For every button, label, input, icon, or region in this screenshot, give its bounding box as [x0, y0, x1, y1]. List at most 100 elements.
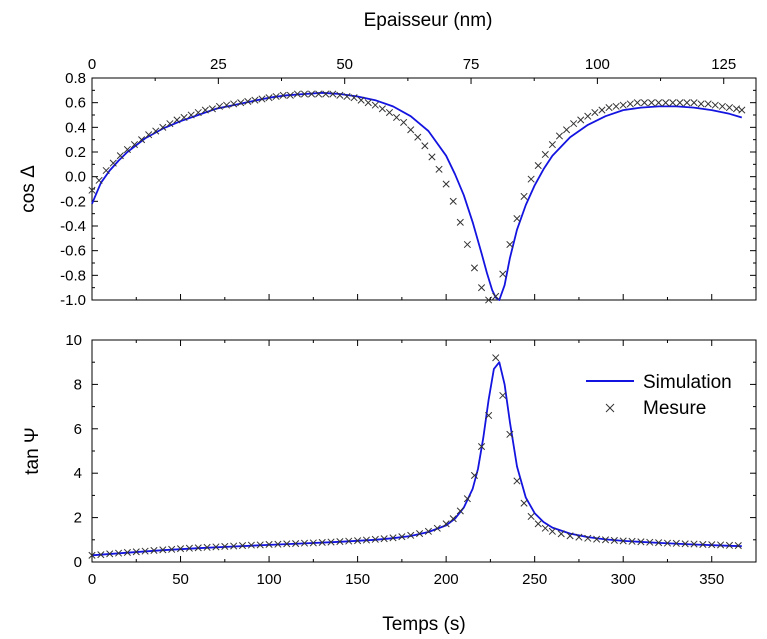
- cos-delta-mesure-point: [272, 92, 280, 101]
- legend: Simulation Mesure: [586, 372, 732, 419]
- cos-delta-y-tick-label: -0.4: [60, 218, 86, 235]
- tan-psi-mesure-point: [708, 541, 716, 549]
- cos-delta-mesure-point: [655, 99, 663, 107]
- cos-delta-y-tick-label: -0.8: [60, 267, 86, 284]
- cos-delta-mesure-point: [520, 192, 528, 200]
- cos-delta-y-tick-label: -0.2: [60, 193, 86, 210]
- cos-delta-mesure-point: [598, 106, 606, 114]
- cos-delta-mesure-point: [584, 112, 592, 120]
- top-x-tick-label: 125: [711, 56, 736, 73]
- tan-psi-mesure-point: [345, 537, 353, 545]
- cos-delta-mesure-point: [662, 99, 670, 107]
- cos-delta-mesure-point: [194, 108, 202, 117]
- tan-psi-mesure-point: [274, 540, 282, 548]
- tan-psi-mesure-point: [203, 543, 211, 551]
- cos-delta-mesure-point: [414, 133, 422, 141]
- tan-psi-mesure-point: [725, 541, 733, 549]
- tan-psi-mesure-point: [485, 411, 493, 420]
- cos-delta-mesure-point: [428, 153, 436, 161]
- cos-delta-mesure-point: [364, 99, 372, 107]
- cos-delta-mesure-point: [300, 90, 309, 98]
- tan-psi-x-tick-label: 0: [88, 571, 96, 588]
- top-x-tick-label: 50: [336, 56, 353, 73]
- cos-delta-mesure-point: [279, 91, 287, 99]
- tan-psi-mesure-point: [520, 499, 528, 507]
- tan-psi-mesure-point: [513, 477, 521, 485]
- tan-psi-mesure-point: [449, 515, 457, 523]
- cos-delta-mesure-point: [683, 99, 691, 107]
- tan-psi-y-tick-label: 2: [74, 510, 82, 527]
- cos-delta-y-axis-title: cos Δ: [18, 165, 39, 213]
- tan-psi-mesure-point: [734, 542, 742, 550]
- tan-psi-mesure-point: [416, 530, 424, 538]
- cos-delta-mesure-point: [329, 90, 337, 98]
- cos-delta-mesure-point: [732, 105, 741, 113]
- tan-psi-mesure-point: [309, 539, 317, 547]
- cos-delta-mesure-point: [350, 94, 358, 102]
- tan-psi-mesure-point: [247, 541, 255, 549]
- tan-psi-mesure-point: [398, 533, 406, 541]
- cos-delta-mesure-point: [442, 180, 450, 188]
- tan-psi-mesure-point: [238, 542, 247, 550]
- cos-delta-mesure-point: [697, 100, 705, 108]
- cos-delta-mesure-point: [463, 240, 471, 249]
- cos-delta-mesure-point: [109, 159, 117, 167]
- tan-psi-mesure-point: [619, 537, 627, 545]
- top-x-tick-label: 25: [210, 56, 227, 73]
- tan-psi-mesure-point: [318, 538, 326, 547]
- top-x-tick-label: 0: [88, 56, 96, 73]
- cos-delta-panel: -1.0 -0.8 -0.6 -0.4 -0.2 0.0 0.2 0.4 0.6 0.80 25 50…: [18, 56, 757, 309]
- tan-psi-y-tick-label: 10: [65, 332, 82, 349]
- cos-delta-mesure-point: [647, 99, 656, 107]
- tan-psi-mesure-point: [463, 495, 471, 503]
- tan-psi-mesure-point: [593, 535, 601, 543]
- cos-delta-mesure-point: [187, 111, 195, 119]
- tan-psi-y-tick-label: 0: [74, 554, 82, 571]
- cos-delta-mesure-point: [173, 116, 181, 124]
- top-x-axis-title: Epaisseur (nm): [364, 10, 493, 31]
- tan-psi-mesure-point: [221, 542, 229, 551]
- cos-delta-mesure-point: [421, 142, 429, 150]
- cos-delta-mesure-point: [201, 106, 209, 114]
- cos-delta-mesure-point: [223, 101, 231, 109]
- cos-delta-series: [88, 90, 746, 304]
- tan-psi-mesure-point: [575, 533, 583, 541]
- cos-delta-mesure-point: [378, 105, 386, 113]
- tan-psi-mesure-point: [300, 539, 309, 547]
- cos-delta-mesure-point: [492, 292, 500, 300]
- tan-psi-mesure-point: [699, 540, 707, 549]
- cos-delta-mesure-point: [435, 165, 443, 173]
- tan-psi-mesure-point: [717, 541, 725, 549]
- cos-delta-mesure-point: [725, 104, 733, 112]
- tan-psi-y-tick-label: 8: [74, 376, 82, 393]
- tan-psi-mesure-point: [150, 546, 158, 555]
- tan-psi-mesure-point: [672, 539, 680, 547]
- tan-psi-mesure-point: [506, 430, 514, 438]
- cos-delta-mesure-point: [315, 90, 323, 98]
- cos-delta-mesure-point: [477, 284, 486, 292]
- tan-psi-mesure-point: [97, 551, 105, 559]
- cos-delta-mesure-point: [485, 296, 493, 304]
- tan-psi-mesure-point: [292, 540, 300, 548]
- cos-delta-mesure-point: [385, 108, 394, 117]
- cos-delta-mesure-point: [513, 215, 521, 223]
- tan-psi-mesure-point: [527, 512, 535, 521]
- cos-delta-mesure-point: [626, 100, 634, 108]
- cos-delta-mesure-point: [123, 145, 131, 154]
- tan-psi-mesure-point: [681, 540, 689, 548]
- cos-delta-y-tick-label: 0.2: [65, 144, 86, 161]
- tan-psi-mesure-point: [115, 549, 123, 557]
- tan-psi-mesure-point: [230, 542, 238, 550]
- tan-psi-mesure-point: [424, 527, 432, 535]
- cos-delta-mesure-point: [88, 186, 96, 194]
- tan-psi-x-tick-label: 250: [522, 571, 547, 588]
- cos-delta-mesure-point: [357, 96, 365, 104]
- tan-psi-mesure-point: [212, 543, 220, 551]
- tan-psi-mesure-point: [88, 551, 96, 559]
- tan-psi-mesure-point: [646, 538, 654, 546]
- tan-psi-mesure-point: [194, 544, 202, 552]
- cos-delta-plot-frame: [91, 77, 757, 301]
- cos-delta-mesure-point: [555, 132, 564, 140]
- cos-delta-mesure-point: [102, 166, 110, 175]
